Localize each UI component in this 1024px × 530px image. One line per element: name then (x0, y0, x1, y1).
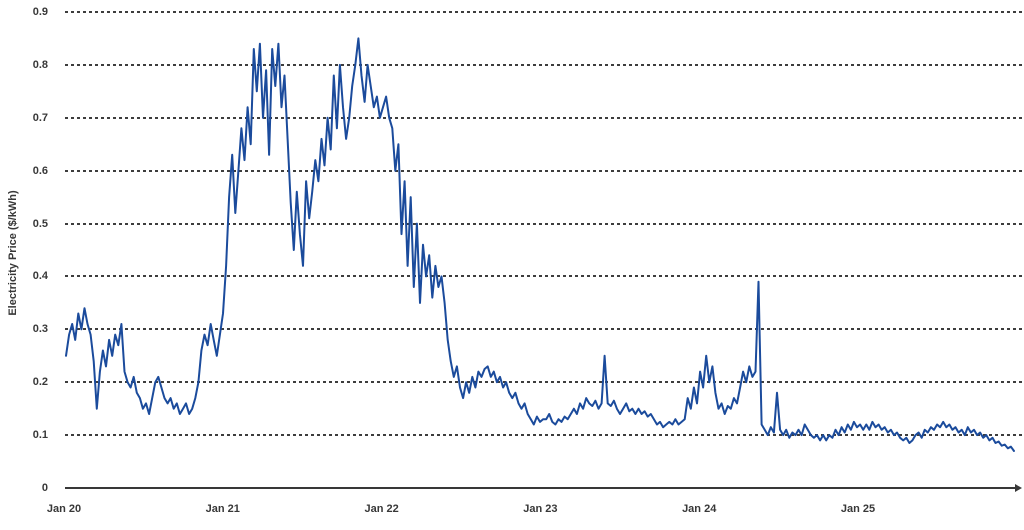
gridline-0.5 (65, 222, 1022, 225)
gridline-0.8 (65, 63, 1022, 66)
x-axis-line (65, 487, 1017, 489)
y-tick-label-0.2: 0.2 (32, 376, 48, 389)
gridline-0.6 (65, 169, 1022, 172)
y-tick-label-0.1: 0.1 (32, 429, 48, 442)
y-tick-label-0: 0 (41, 482, 48, 494)
y-tick-label-0.7: 0.7 (32, 111, 48, 124)
gridline-0.2 (65, 381, 1022, 384)
x-axis-arrow-icon (1015, 484, 1022, 492)
x-tick-label-jan-22: Jan 22 (364, 503, 399, 515)
y-tick-label-0.9: 0.9 (32, 5, 48, 18)
y-tick-label-0.3: 0.3 (32, 323, 48, 336)
y-tick-label-0.8: 0.8 (32, 58, 48, 71)
gridline-0.1 (65, 434, 1022, 437)
gridline-0.4 (65, 275, 1022, 278)
x-tick-label-jan-23: Jan 23 (523, 503, 558, 515)
y-tick-label-0.5: 0.5 (32, 217, 48, 230)
x-tick-label-jan-24: Jan 24 (682, 503, 717, 515)
y-tick-label-0.4: 0.4 (32, 270, 48, 283)
y-tick-label-0.6: 0.6 (32, 164, 48, 177)
gridline-0.3 (65, 328, 1022, 331)
price-line (65, 37, 1015, 452)
x-tick-label-jan-20: Jan 20 (46, 503, 82, 515)
gridline-0.7 (65, 116, 1022, 119)
gridline-0.9 (65, 10, 1022, 13)
x-tick-label-jan-25: Jan 25 (840, 503, 876, 515)
x-tick-label-jan-21: Jan 21 (205, 503, 240, 515)
